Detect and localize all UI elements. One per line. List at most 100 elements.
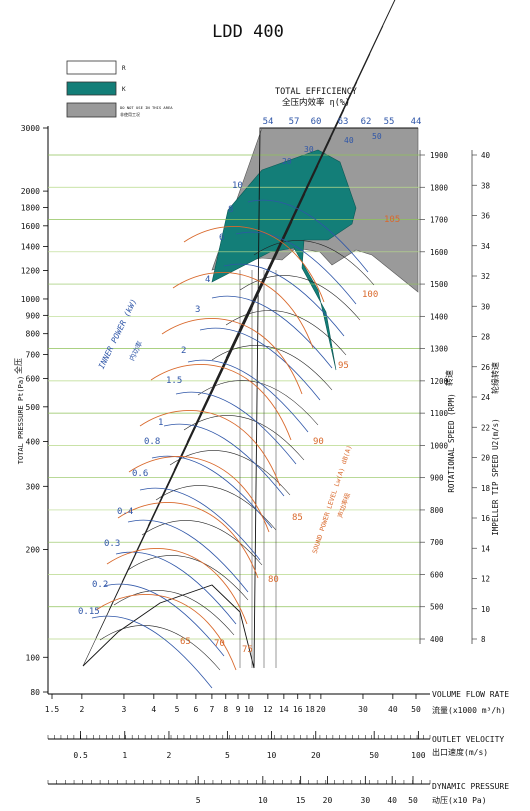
velocity-tick-label-5: 20 <box>311 751 321 760</box>
rpm-tick-label-7: 1200 <box>430 377 449 386</box>
k-region <box>211 149 357 371</box>
y-tick-label-2: 1800 <box>21 203 40 212</box>
power-label-0-3: 0.3 <box>104 539 120 549</box>
rpm-tick-label-13: 600 <box>430 570 444 579</box>
tip-tick-label-6: 28 <box>481 333 491 342</box>
inner-power-curves <box>91 199 369 689</box>
legend-label-k: K <box>122 86 126 93</box>
mesh-curve-1 <box>113 590 235 636</box>
sound-80: 80 <box>268 575 279 585</box>
eff-63: 63 <box>338 117 349 127</box>
efficiency-curve-5 <box>150 363 292 441</box>
rpm-tick-label-1: 1800 <box>430 183 449 192</box>
power-label-0-6: 0.6 <box>132 469 148 479</box>
velocity-axis-label-cn: 出口速度(m/s) <box>432 747 488 757</box>
x-tick-label-3: 4 <box>151 705 156 714</box>
sound-85: 85 <box>292 513 303 523</box>
power-curve-0 <box>91 615 213 689</box>
y-tick-label-7: 900 <box>26 311 41 320</box>
rpm-tick-label-12: 700 <box>430 538 444 547</box>
eff-54: 54 <box>263 117 274 127</box>
velocity-axis-label: OUTLET VELOCITY <box>432 735 504 744</box>
x-axis-label-cn: 流量(x1000 m³/h) <box>432 705 506 715</box>
rpm-tick-label-8: 1100 <box>430 409 449 418</box>
power-curve-6 <box>163 423 285 497</box>
y-tick-label-16: 80 <box>30 688 40 697</box>
y-tick-label-5: 1200 <box>21 267 40 276</box>
x-tick-label-10: 12 <box>263 705 273 714</box>
efficiency-curves <box>95 225 325 671</box>
legend: R K DO NOT USE IN THIS AREA 非使用工况 <box>66 60 173 118</box>
y-tick-label-0: 3000 <box>21 124 40 133</box>
dynamic-tick-label-1: 10 <box>258 796 268 805</box>
power-label-8: 8 <box>228 205 233 215</box>
velocity-tick-label-1: 1 <box>122 751 127 760</box>
eff-inner-20: 20 <box>282 157 292 166</box>
efficiency-curve-3 <box>128 455 270 533</box>
rpm-tick-label-6: 1300 <box>430 345 449 354</box>
rpm-tick-label-14: 500 <box>430 603 444 612</box>
power-curve-2 <box>115 551 237 625</box>
efficiency-label-cn: 全压内效率 η(%) <box>282 97 350 108</box>
power-label-0-8: 0.8 <box>144 437 160 447</box>
y-tick-label-8: 800 <box>26 330 41 339</box>
x-tick-label-16: 40 <box>388 705 398 714</box>
x-tick-label-0: 1.5 <box>45 705 60 714</box>
tip-tick-label-10: 20 <box>481 454 491 463</box>
chart-regions <box>211 127 419 371</box>
power-label-1-5: 1.5 <box>166 376 182 386</box>
legend-swatch-k <box>66 81 117 96</box>
efficiency-curve-6 <box>161 317 303 395</box>
dynamic-tick-label-5: 40 <box>387 796 397 805</box>
mesh-curve-3 <box>141 520 263 566</box>
rpm-lines <box>48 154 420 640</box>
rpm-tick-label-9: 1000 <box>430 441 449 450</box>
mesh-curve-8 <box>211 345 333 391</box>
dynamic-tick-label-0: 5 <box>196 796 201 805</box>
velocity-tick-label-3: 5 <box>225 751 230 760</box>
y-tick-label-4: 1400 <box>21 243 40 252</box>
tip-tick-label-3: 34 <box>481 242 491 251</box>
power-label-0-4: 0.4 <box>117 507 133 517</box>
legend-label-r: R <box>122 65 126 72</box>
sound-100: 100 <box>362 290 378 300</box>
eff-inner-50: 50 <box>372 132 382 141</box>
rpm-tick-label-15: 400 <box>430 635 444 644</box>
power-label-4: 4 <box>205 275 210 285</box>
velocity-tick-label-6: 50 <box>369 751 379 760</box>
inner-power-title-cn: 内功率 <box>127 339 144 362</box>
dynamic-axis-ticks: 5 10 15 20 30 40 50 <box>47 776 431 805</box>
power-curve-13 <box>247 199 369 273</box>
x-tick-label-7: 8 <box>223 705 228 714</box>
velocity-tick-label-0: 0.5 <box>73 751 88 760</box>
power-curve-8 <box>187 359 309 433</box>
mesh-curve-6 <box>183 415 305 461</box>
eff-60: 60 <box>311 117 322 127</box>
y-tick-label-14: 200 <box>26 545 41 554</box>
efficiency-curve-0 <box>95 593 237 671</box>
tip-tick-label-11: 18 <box>481 484 491 493</box>
x-tick-label-14: 20 <box>316 705 326 714</box>
mesh-curve-7 <box>197 380 319 426</box>
rpm-tick-label-0: 1900 <box>430 151 449 160</box>
y-axis-label: TOTAL PRESSURE Pt(Pa) <box>17 376 25 465</box>
sound-65: 65 <box>180 637 191 647</box>
tip-axis-label-cn: 轮缘转速 <box>490 362 500 394</box>
y-axis-label-cn: 全压 <box>13 358 23 374</box>
x-tick-label-4: 5 <box>175 705 180 714</box>
tip-tick-label-15: 10 <box>481 605 491 614</box>
chart-title: LDD 400 <box>212 22 284 42</box>
x-tick-label-6: 7 <box>209 705 214 714</box>
velocity-tick-label-4: 10 <box>267 751 277 760</box>
tip-tick-label-9: 22 <box>481 423 490 432</box>
power-curve-10 <box>211 295 333 369</box>
dynamic-tick-label-4: 30 <box>361 796 371 805</box>
mesh-curve-0 <box>99 625 221 671</box>
power-curve-9 <box>199 327 321 401</box>
sound-power-title-cn: 声功率级 <box>335 491 352 519</box>
velocity-tick-label-2: 2 <box>167 751 172 760</box>
rpm-tick-label-11: 800 <box>430 506 444 515</box>
mesh-curve-11 <box>253 240 375 286</box>
power-curve-1 <box>103 583 225 657</box>
rpm-axis-ticks: 1900 1800 1700 1600 1500 1400 1300 1200 1100 1000… <box>420 151 449 644</box>
